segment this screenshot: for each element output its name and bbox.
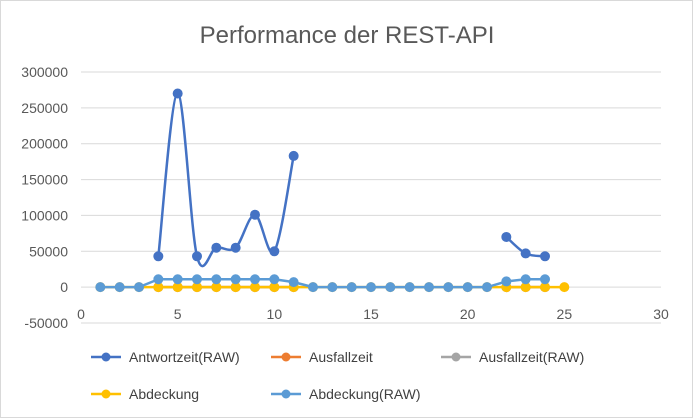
- data-point: [211, 274, 222, 285]
- x-tick-label: 25: [557, 306, 573, 322]
- legend-item-0: Antwortzeit(RAW): [91, 349, 240, 365]
- data-point: [443, 282, 454, 293]
- legend-label: Antwortzeit(RAW): [129, 349, 240, 365]
- legend-marker: [281, 389, 291, 399]
- data-point: [462, 282, 473, 293]
- data-point: [250, 209, 260, 220]
- data-point: [288, 277, 299, 288]
- data-point: [172, 88, 183, 99]
- legend-marker: [101, 389, 111, 399]
- y-tick-label: 0: [60, 279, 68, 295]
- data-point: [153, 274, 164, 285]
- legend-item-2: Ausfallzeit(RAW): [441, 349, 584, 365]
- legend-item-3: Abdeckung: [91, 386, 199, 402]
- x-tick-label: 10: [267, 306, 283, 322]
- legend-marker: [101, 352, 111, 362]
- data-point: [172, 274, 183, 285]
- data-point: [269, 274, 280, 285]
- data-point: [250, 274, 260, 285]
- data-point: [327, 282, 338, 293]
- data-point: [211, 242, 222, 253]
- data-point: [501, 276, 512, 287]
- data-point: [153, 251, 164, 262]
- y-tick-label: 50000: [29, 243, 68, 259]
- legend-label: Abdeckung: [129, 386, 199, 402]
- data-point: [482, 282, 492, 293]
- data-point: [134, 282, 144, 293]
- data-point: [540, 251, 550, 262]
- legend-item-4: Abdeckung(RAW): [271, 386, 421, 402]
- data-point: [230, 242, 241, 253]
- axes: -50000 0 50000 100000 150000 200000 250000 3000…: [21, 64, 669, 331]
- data-point: [192, 251, 202, 262]
- data-point: [230, 274, 241, 285]
- data-point: [520, 248, 531, 259]
- data-point: [540, 274, 550, 285]
- x-tick-label: 0: [77, 306, 85, 322]
- series-4: [95, 274, 550, 293]
- x-tick-label: 30: [653, 306, 669, 322]
- data-point: [308, 282, 318, 293]
- legend: Antwortzeit(RAW) Ausfallzeit Ausfallzeit(R…: [91, 349, 584, 402]
- data-point: [424, 282, 434, 293]
- x-tick-label: 5: [174, 306, 182, 322]
- y-tick-label: 100000: [21, 207, 68, 223]
- data-point: [520, 274, 531, 285]
- x-tick-label: 20: [460, 306, 476, 322]
- x-tick-label: 15: [363, 306, 379, 322]
- legend-label: Ausfallzeit(RAW): [479, 349, 584, 365]
- y-tick-label: 150000: [21, 172, 68, 188]
- data-point: [366, 282, 376, 293]
- legend-marker: [451, 352, 461, 362]
- y-tick-label: 300000: [21, 64, 68, 80]
- data-point: [269, 246, 280, 257]
- data-point: [114, 282, 125, 293]
- data-point: [192, 274, 202, 285]
- legend-item-1: Ausfallzeit: [271, 349, 373, 365]
- plot-area: [95, 88, 570, 293]
- legend-label: Abdeckung(RAW): [309, 386, 421, 402]
- legend-label: Ausfallzeit: [309, 349, 373, 365]
- legend-marker: [281, 352, 291, 362]
- y-tick-label: 200000: [21, 136, 68, 152]
- y-tick-label: 250000: [21, 100, 68, 116]
- data-point: [501, 231, 512, 242]
- y-tick-label: -50000: [24, 315, 68, 331]
- data-point: [404, 282, 415, 293]
- data-point: [288, 150, 299, 161]
- chart-title: Performance der REST-API: [200, 22, 495, 49]
- series-0: [153, 88, 550, 268]
- data-point: [95, 282, 106, 293]
- data-point: [559, 282, 570, 293]
- data-point: [385, 282, 396, 293]
- data-point: [346, 282, 357, 293]
